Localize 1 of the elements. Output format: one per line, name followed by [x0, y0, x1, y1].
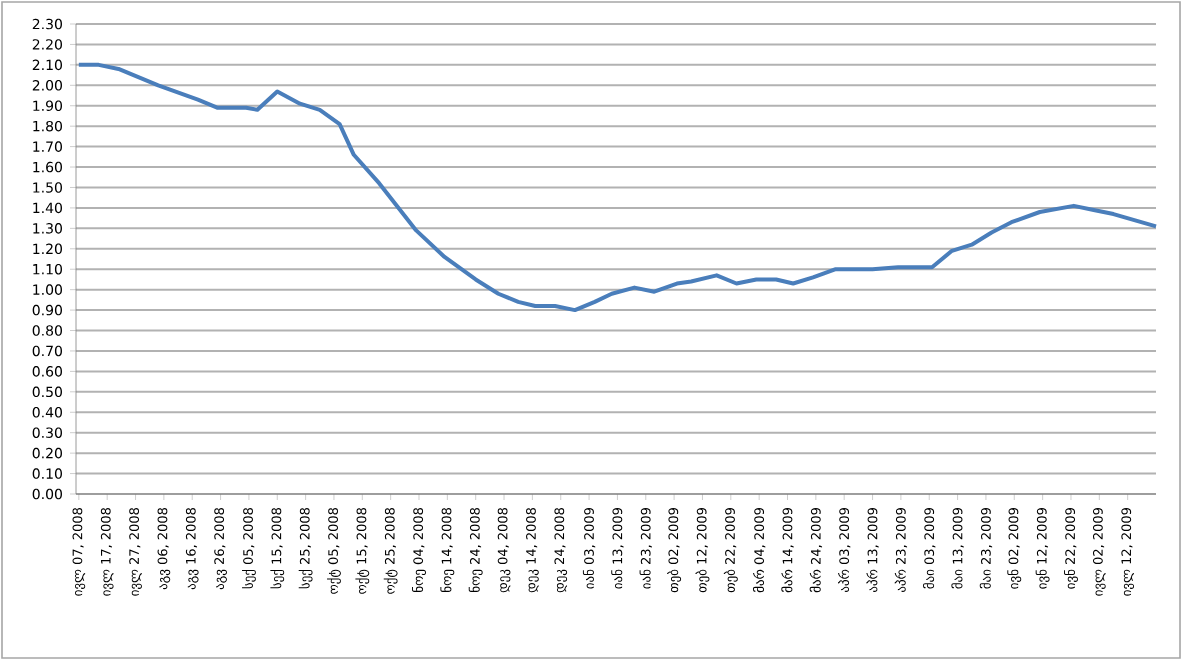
line-series — [76, 62, 1159, 313]
